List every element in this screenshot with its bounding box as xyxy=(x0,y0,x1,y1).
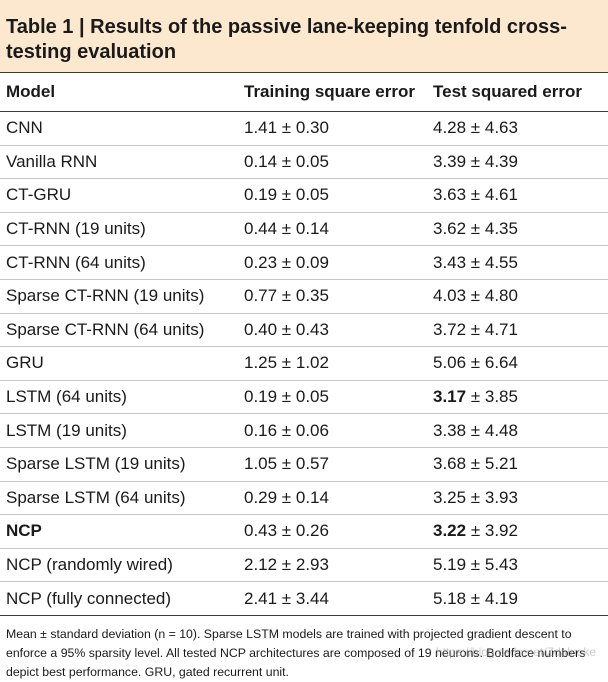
training-error-cell: 0.77 ± 0.35 xyxy=(244,286,329,306)
model-cell: CT-RNN (19 units) xyxy=(6,219,146,239)
test-error-value: 3.25 ± 3.93 xyxy=(433,487,518,507)
table-header-row: Model Training square error Test squared… xyxy=(0,72,608,112)
table-body: CNN 1.41 ± 0.30 4.28 ± 4.63 Vanilla RNN 0.14… xyxy=(0,112,608,616)
training-error-cell: 0.40 ± 0.43 xyxy=(244,319,329,339)
model-cell: CNN xyxy=(6,118,43,138)
table-row: CNN 1.41 ± 0.30 4.28 ± 4.63 xyxy=(0,112,608,146)
test-error-value: 3.63 ± 4.61 xyxy=(433,185,518,205)
test-error-cell: 3.68 ± 5.21 xyxy=(428,454,608,474)
column-header-training-error: Training square error xyxy=(244,82,415,101)
table-row: Sparse LSTM (19 units) 1.05 ± 0.57 3.68 ± … xyxy=(0,448,608,482)
test-error-value: 4.03 ± 4.80 xyxy=(433,286,518,306)
training-error-cell: 0.23 ± 0.09 xyxy=(244,252,329,272)
model-cell: NCP (randomly wired) xyxy=(6,555,173,575)
test-error-value: 3.39 ± 4.39 xyxy=(433,151,518,171)
test-error-value: 4.28 ± 4.63 xyxy=(433,118,518,138)
table-row: LSTM (19 units) 0.16 ± 0.06 3.38 ± 4.48 xyxy=(0,414,608,448)
training-error-cell: 0.19 ± 0.05 xyxy=(244,185,329,205)
table-row: Sparse CT-RNN (19 units) 0.77 ± 0.35 4.03 … xyxy=(0,280,608,314)
model-cell: CT-GRU xyxy=(6,185,72,205)
model-cell: Sparse LSTM (19 units) xyxy=(6,454,186,474)
test-error-cell: 4.03 ± 4.80 xyxy=(428,286,608,306)
model-cell: Sparse CT-RNN (19 units) xyxy=(6,286,205,306)
test-error-value: 3.68 ± 5.21 xyxy=(433,454,518,474)
training-error-cell: 0.14 ± 0.05 xyxy=(244,151,329,171)
table-footnote: Mean ± standard deviation (n = 10). Spar… xyxy=(6,626,586,679)
test-error-value: 3.43 ± 4.55 xyxy=(433,252,518,272)
training-error-cell: 2.41 ± 3.44 xyxy=(244,588,329,608)
column-header-model: Model xyxy=(6,82,56,101)
test-error-value: 3.62 ± 4.35 xyxy=(433,219,518,239)
table-row: NCP 0.43 ± 0.26 3.22 ± 3.92 xyxy=(0,515,608,549)
test-error-cell: 3.22 ± 3.92 xyxy=(428,521,608,541)
model-cell: NCP (fully connected) xyxy=(6,588,172,608)
test-error-cell: 4.28 ± 4.63 xyxy=(428,118,608,138)
test-error-value: 3.38 ± 4.48 xyxy=(433,420,518,440)
test-error-cell: 3.62 ± 4.35 xyxy=(428,219,608,239)
training-error-cell: 1.25 ± 1.02 xyxy=(244,353,329,373)
training-error-cell: 2.12 ± 2.93 xyxy=(244,555,329,575)
model-cell: LSTM (19 units) xyxy=(6,420,127,440)
model-cell: GRU xyxy=(6,353,44,373)
table-row: Vanilla RNN 0.14 ± 0.05 3.39 ± 4.39 xyxy=(0,146,608,180)
table-row: CT-GRU 0.19 ± 0.05 3.63 ± 4.61 xyxy=(0,179,608,213)
training-error-cell: 0.43 ± 0.26 xyxy=(244,521,329,541)
model-cell: Sparse LSTM (64 units) xyxy=(6,487,186,507)
training-error-cell: 1.05 ± 0.57 xyxy=(244,454,329,474)
test-error-cell: 3.25 ± 3.93 xyxy=(428,488,608,508)
test-error-cell: 5.18 ± 4.19 xyxy=(428,589,608,609)
model-cell: NCP xyxy=(6,521,42,541)
test-error-cell: 3.72 ± 4.71 xyxy=(428,320,608,340)
test-error-cell: 3.38 ± 4.48 xyxy=(428,421,608,441)
table-row: NCP (randomly wired) 2.12 ± 2.93 5.19 ± 5.… xyxy=(0,549,608,583)
table-row: NCP (fully connected) 2.41 ± 3.44 5.18 ± 4… xyxy=(0,582,608,616)
test-error-cell: 3.17 ± 3.85 xyxy=(428,387,608,407)
training-error-cell: 0.44 ± 0.14 xyxy=(244,219,329,239)
model-cell: CT-RNN (64 units) xyxy=(6,252,146,272)
table-caption: Table 1 | Results of the passive lane-ke… xyxy=(6,16,567,63)
training-error-cell: 0.29 ± 0.14 xyxy=(244,487,329,507)
column-header-test-error: Test squared error xyxy=(433,82,582,101)
table-caption-bar: Table 1 | Results of the passive lane-ke… xyxy=(0,0,608,72)
test-error-cell: 5.06 ± 6.64 xyxy=(428,353,608,373)
test-error-cell: 3.39 ± 4.39 xyxy=(428,152,608,172)
test-error-cell: 3.63 ± 4.61 xyxy=(428,185,608,205)
test-error-value: 3.72 ± 4.71 xyxy=(433,319,518,339)
training-error-cell: 0.16 ± 0.06 xyxy=(244,420,329,440)
model-cell: Sparse CT-RNN (64 units) xyxy=(6,319,205,339)
test-error-value: 5.06 ± 6.64 xyxy=(433,353,518,373)
model-cell: LSTM (64 units) xyxy=(6,387,127,407)
table-row: Sparse LSTM (64 units) 0.29 ± 0.14 3.25 ± … xyxy=(0,482,608,516)
table-row: Sparse CT-RNN (64 units) 0.40 ± 0.43 3.72 … xyxy=(0,314,608,348)
training-error-cell: 0.19 ± 0.05 xyxy=(244,387,329,407)
table-row: GRU 1.25 ± 1.02 5.06 ± 6.64 xyxy=(0,347,608,381)
table-row: CT-RNN (19 units) 0.44 ± 0.14 3.62 ± 4.35 xyxy=(0,213,608,247)
test-error-value: 5.18 ± 4.19 xyxy=(433,588,518,608)
test-error-cell: 5.19 ± 5.43 xyxy=(428,555,608,575)
table-row: LSTM (64 units) 0.19 ± 0.05 3.17 ± 3.85 xyxy=(0,381,608,415)
training-error-cell: 1.41 ± 0.30 xyxy=(244,118,329,138)
test-error-value: ± 3.85 xyxy=(466,387,518,407)
test-error-value: ± 3.92 xyxy=(466,521,518,541)
table-row: CT-RNN (64 units) 0.23 ± 0.09 3.43 ± 4.55 xyxy=(0,246,608,280)
test-error-cell: 3.43 ± 4.55 xyxy=(428,253,608,273)
best-score-value: 3.17 xyxy=(433,387,467,407)
model-cell: Vanilla RNN xyxy=(6,151,98,171)
best-score-value: 3.22 xyxy=(433,521,467,541)
test-error-value: 5.19 ± 5.43 xyxy=(433,555,518,575)
